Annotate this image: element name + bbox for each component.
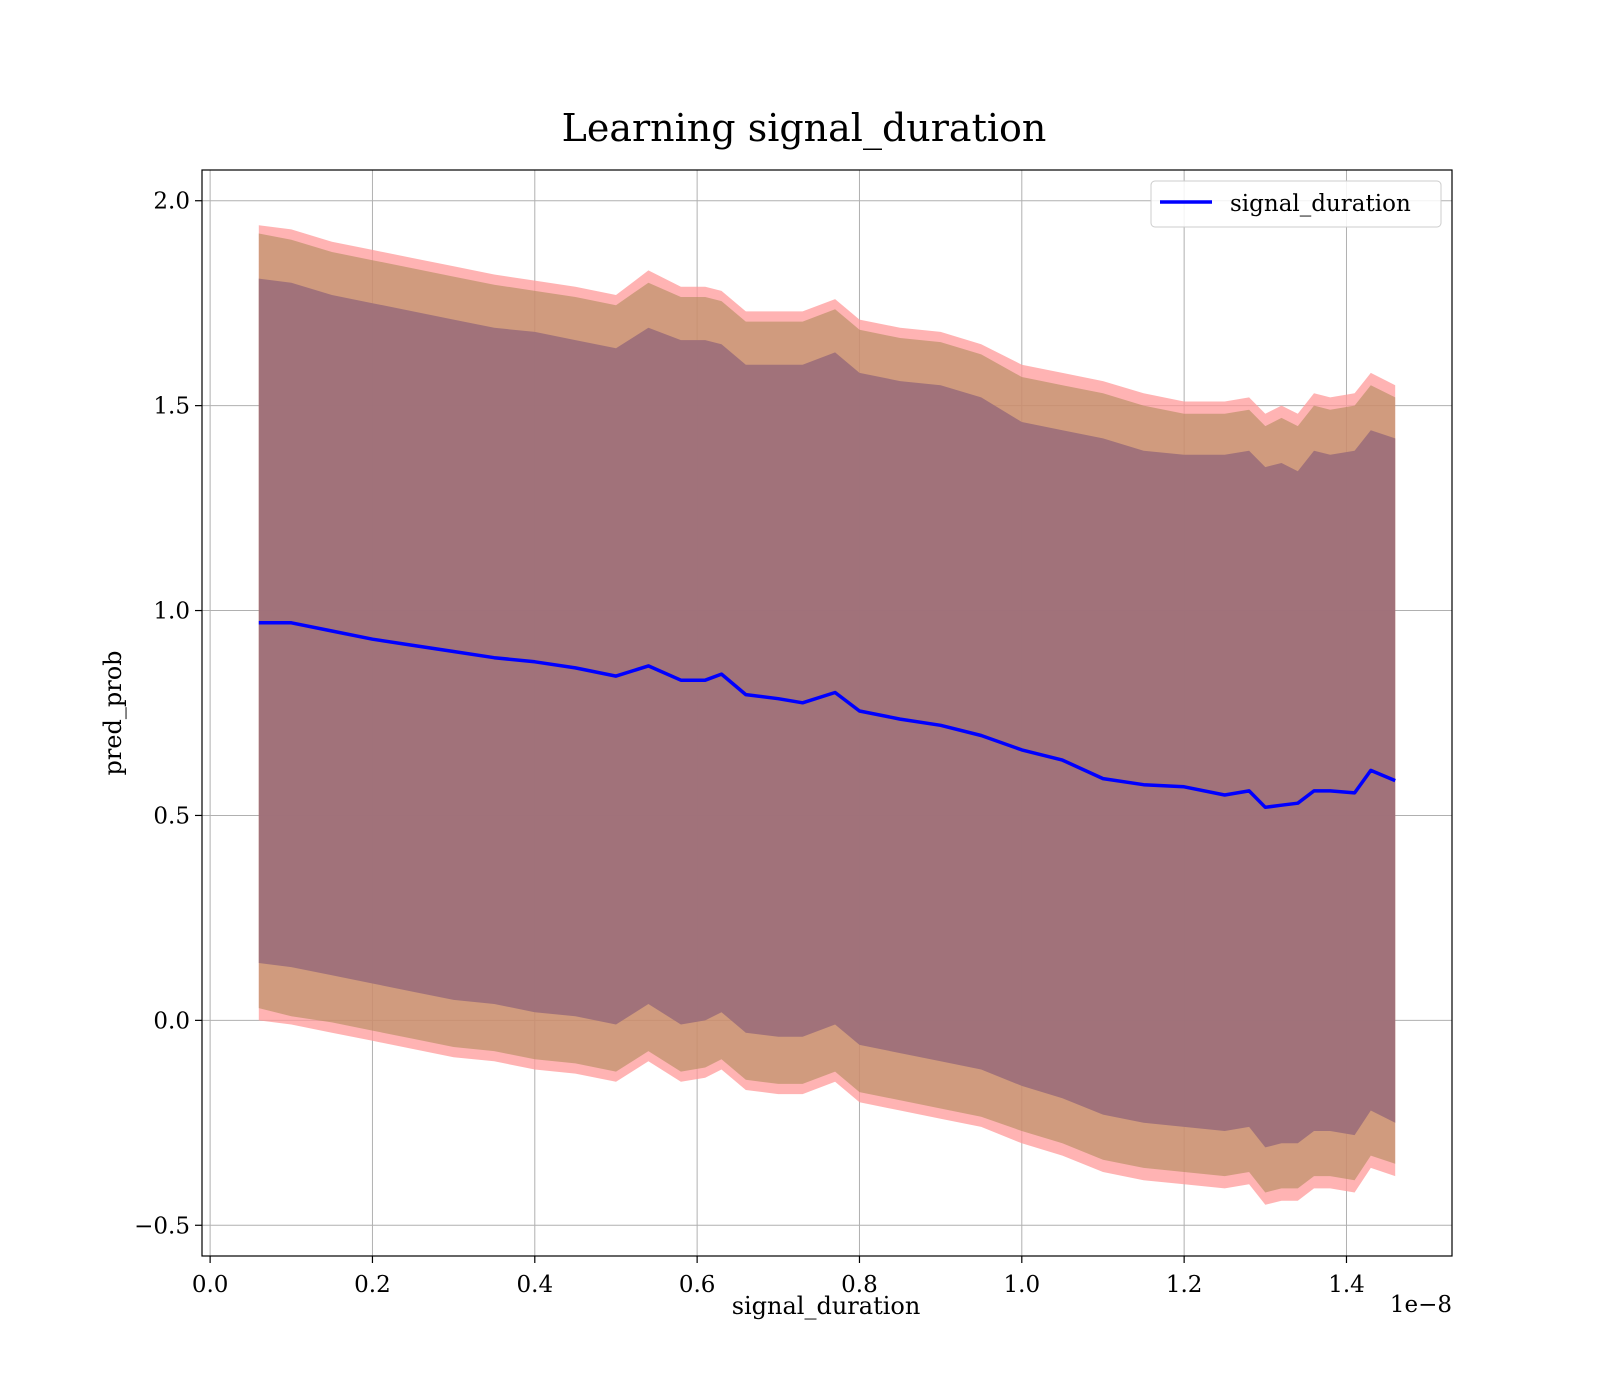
y-tick-label: 0.5 [153,803,190,829]
x-tick-label: 1.4 [1328,1272,1365,1298]
y-axis-ticks: −0.5 0.0 0.5 1.0 1.5 2.0 [134,189,202,1239]
x-tick-label: 0.4 [517,1272,554,1298]
series-line-signal-duration [258,621,1396,810]
y-tick-label: 1.5 [153,394,190,420]
legend-label-signal-duration: signal_duration [1230,191,1411,217]
legend-box [1150,180,1442,228]
chart-title: Learning signal_duration [562,106,1047,151]
x-axis-offset-label: 1e−8 [1390,1292,1452,1318]
x-tick-label: 0.6 [679,1272,716,1298]
y-tick-label: 0.0 [153,1008,190,1034]
x-axis-ticks: 0.0 0.2 0.4 0.6 0.8 1.0 1.2 1.4 [192,1256,1365,1298]
band-inner [258,278,1396,1148]
confidence-bands [258,225,1396,1205]
series-lines [258,621,1396,810]
y-axis-label: pred_prob [99,650,127,775]
x-tick-label: 1.2 [1166,1272,1203,1298]
legend: signal_duration [1150,180,1442,228]
x-tick-label: 0.8 [841,1272,878,1298]
y-tick-label: 1.0 [153,599,190,625]
y-tick-label: −0.5 [134,1213,190,1239]
x-axis-label: signal_duration [732,1292,921,1320]
plot-frame [201,169,1453,1257]
x-tick-label: 0.0 [192,1272,229,1298]
x-tick-label: 1.0 [1004,1272,1041,1298]
y-tick-label: 2.0 [153,189,190,215]
x-tick-label: 0.2 [354,1272,391,1298]
